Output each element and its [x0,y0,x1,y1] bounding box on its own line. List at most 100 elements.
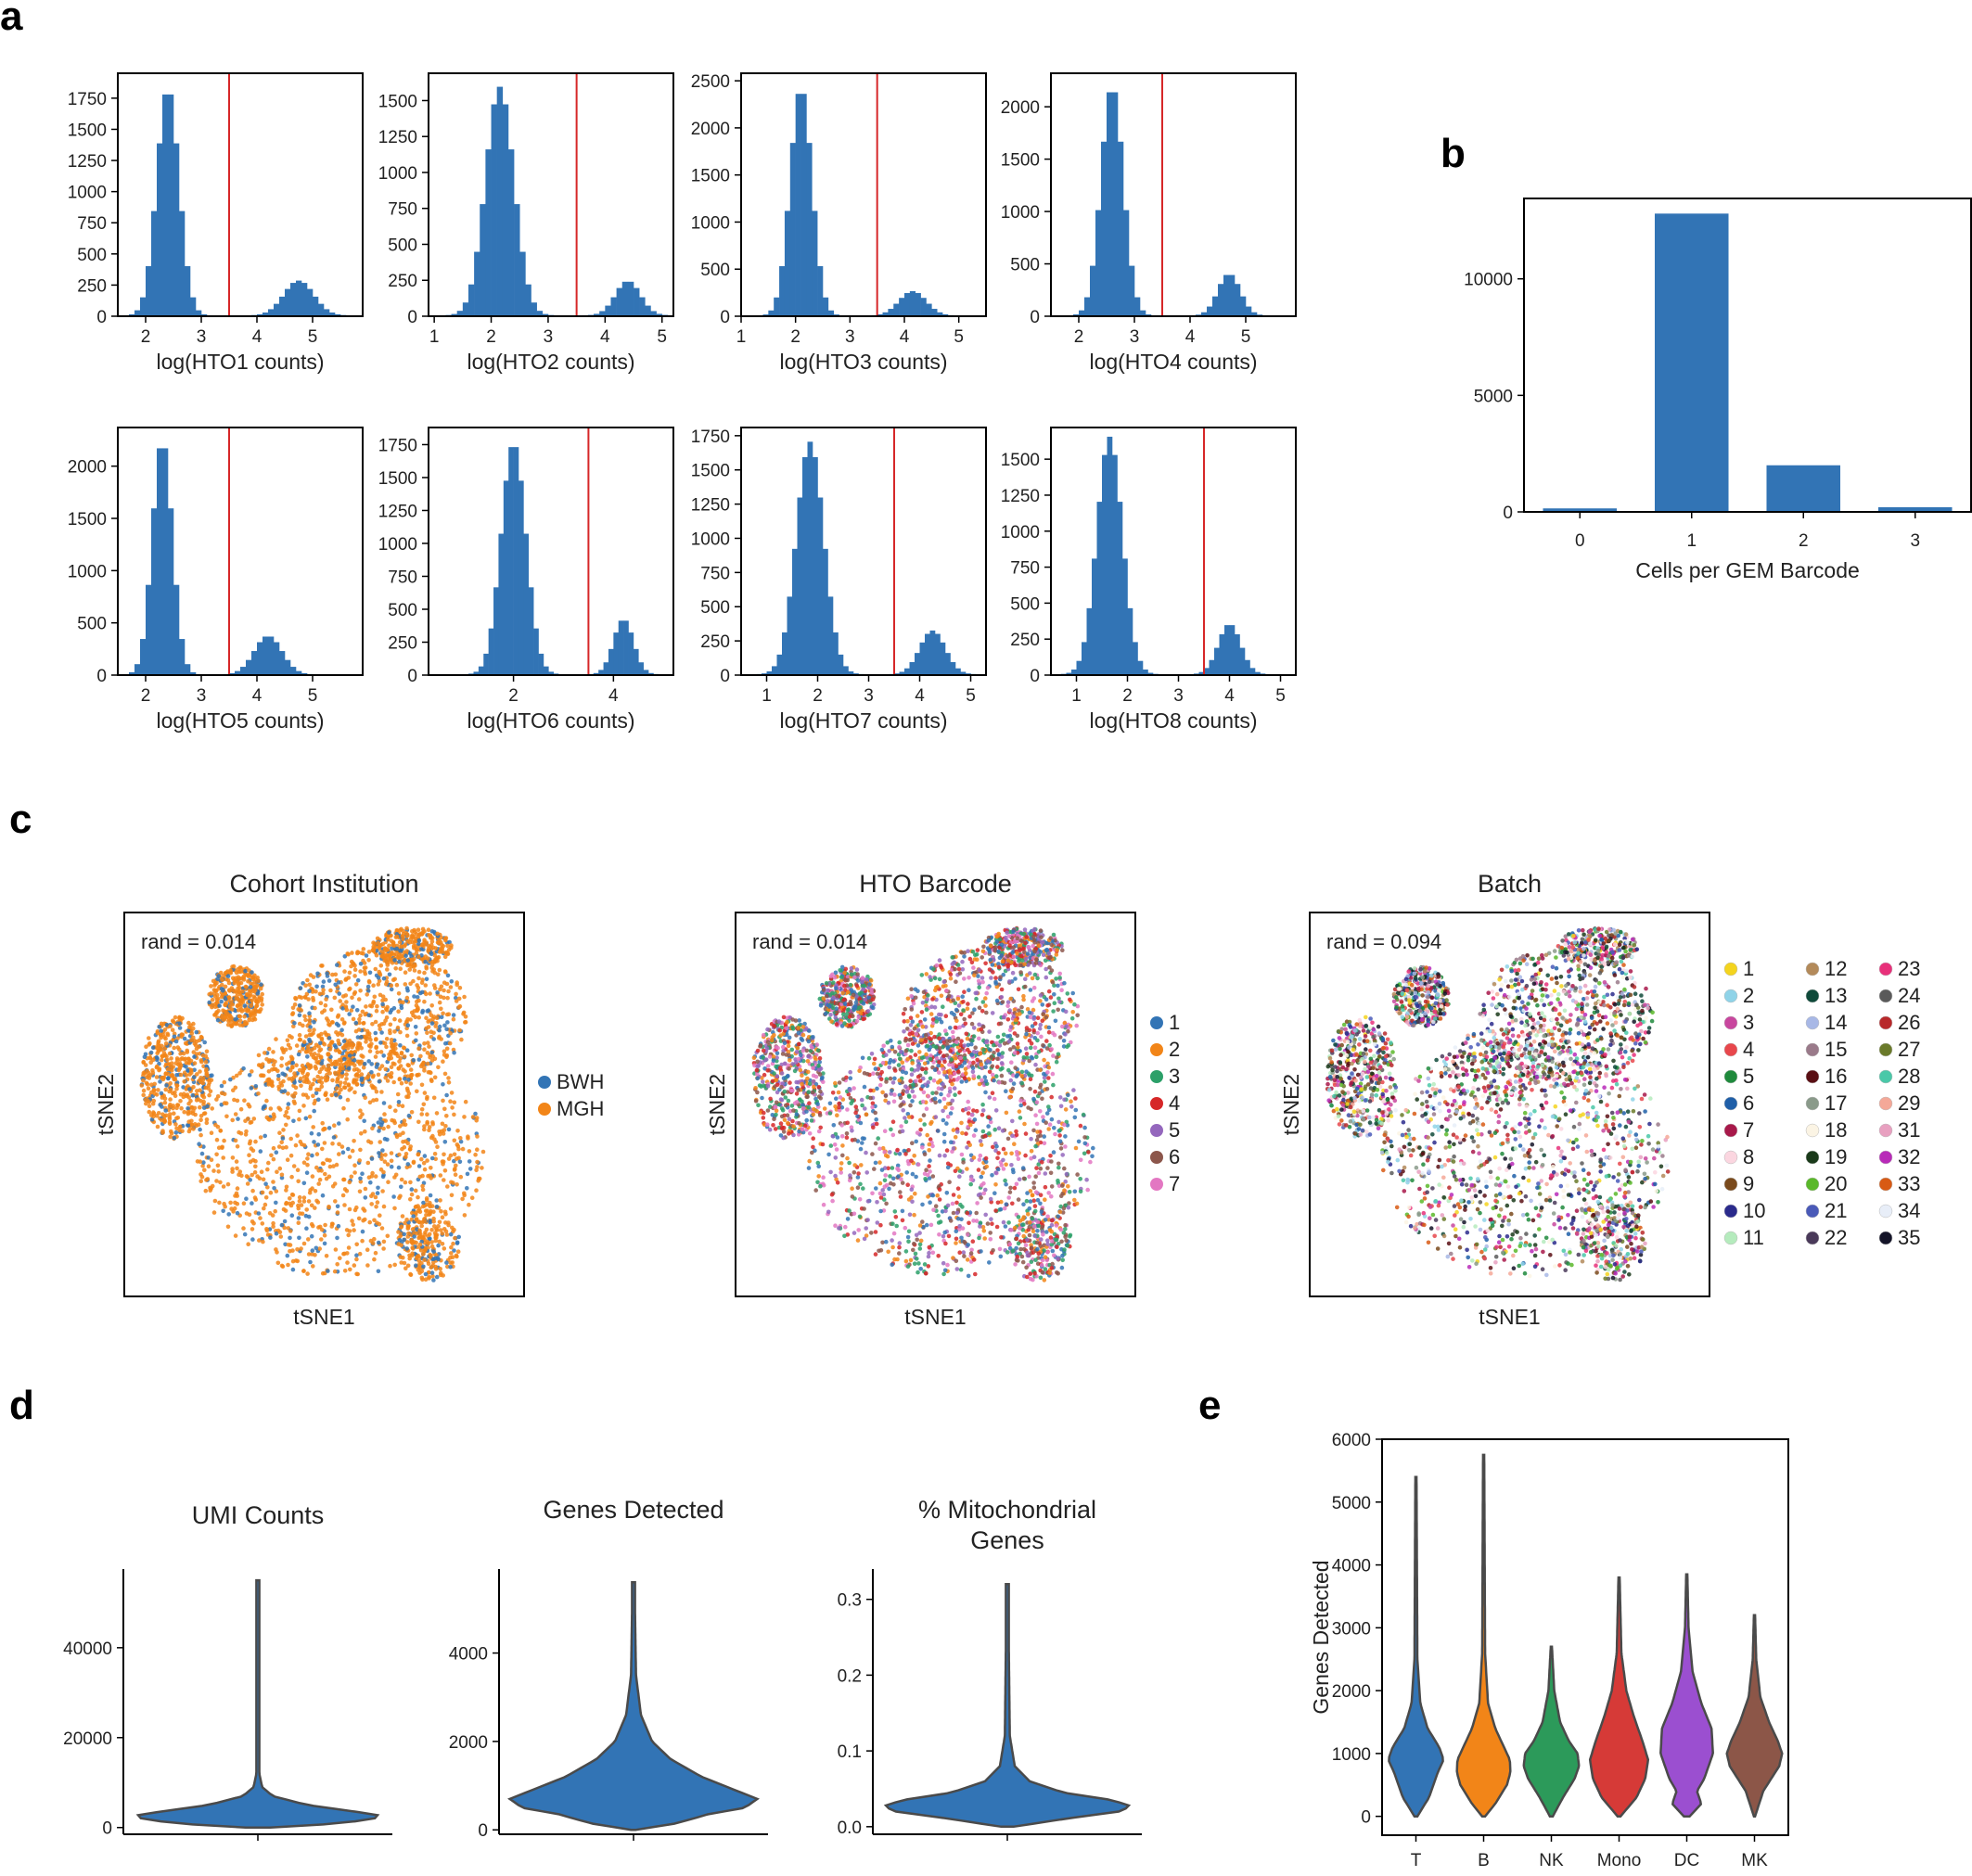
tsne-1-point [424,1015,429,1020]
tsne-1-point [275,1169,279,1174]
tsne-1-point [165,1066,171,1072]
hto5-bar [134,664,141,675]
tsne-1-point [214,1152,219,1157]
hto4-bar [1218,284,1224,316]
tsne-1-point [159,1028,163,1033]
tsne-1-point [301,1195,307,1200]
tsne-2-point [937,1099,942,1104]
tsne-1-point [422,1257,427,1262]
hto5-bar [235,670,241,675]
tsne-1-point [298,986,303,990]
hto4-bar [1095,210,1102,316]
tsne-1-point [270,1213,275,1218]
tsne-1-point [205,1073,210,1078]
tsne-1-point [301,1040,307,1044]
hto4-bar [1101,141,1108,316]
tsne-1-point [415,995,420,1000]
hto6-bar [483,653,489,675]
tsne-1-point [350,1148,355,1154]
tsne-1-point [355,977,361,983]
tsne-2-point [889,1127,893,1132]
tsne-1-point [150,1045,156,1050]
tsne-1-point [414,1204,418,1209]
tsne-1-point [219,1091,224,1096]
tsne-1-point [267,1117,272,1122]
tsne-1-point [352,1139,356,1143]
tsne-1-point [335,1262,340,1267]
tsne-1-point [399,1260,404,1265]
hto8-bar [1209,659,1215,675]
hto1-bar [307,288,314,316]
tsne-2-point [1052,1001,1057,1005]
tsne-1-point [288,1045,293,1051]
tsne-1-point [442,988,446,993]
tsne-1-point [416,927,421,932]
tsne-1-point [365,984,371,989]
tsne-1-point [363,971,368,976]
tsne-1-point [230,976,236,981]
tsne-1-point [342,1020,347,1025]
hto2-bar [542,313,549,316]
hto1-ytick-label: 750 [77,214,107,234]
tsne-1-point [442,995,446,1001]
hto1-bar [296,280,302,316]
tsne-1-point [293,1085,299,1091]
tsne-2-point [975,1201,980,1206]
tsne-1-point [184,1060,189,1066]
hto3-xtick-label: 3 [845,327,855,347]
tsne-2-point [852,1086,856,1091]
tsne-1-point [189,1031,195,1036]
hto5-bar [257,642,263,675]
tsne-1-point [422,1219,428,1223]
tsne-1-point [243,968,248,974]
tsne-1-point [363,1129,367,1134]
tsne-1-point [211,1210,217,1215]
tsne-1-point [455,1182,459,1187]
tsne-1-point [335,963,339,967]
tsne-1-point [174,1056,180,1061]
tsne-2-point [862,1236,867,1242]
tsne-1-point [344,1189,350,1193]
tsne-2-point [912,1027,917,1031]
tsne-1-point [209,984,213,989]
tsne-1-point [455,1142,460,1147]
hto6-bar [473,671,480,675]
tsne-1-point [391,942,395,948]
tsne-1-point [399,1184,403,1190]
tsne-1-point [246,1117,250,1121]
tsne-1-point [331,1135,337,1140]
tsne-1-point [358,1013,363,1018]
tsne-1-point [339,1074,344,1079]
tsne-1-point [441,1011,445,1016]
tsne-1-point [216,1008,221,1014]
tsne-1-point [158,1103,162,1107]
tsne-1-point [286,1105,290,1111]
tsne-1-point [378,971,382,976]
tsne-1-point [326,1063,331,1068]
tsne-1-point [349,1174,354,1180]
tsne-2-point [909,1048,914,1053]
tsne-2-point [931,1078,937,1083]
tsne-2-point [1048,995,1054,1000]
hto3-bar [774,297,780,316]
hto2-bar [616,287,623,316]
tsne-1-point [172,1045,176,1051]
tsne-1-point [307,1027,313,1033]
tsne-1-point [463,1020,467,1025]
tsne-1-point [288,1054,294,1060]
tsne-2-point [957,971,963,976]
tsne-1-point [264,1057,269,1062]
tsne-1-point [372,1257,377,1262]
tsne-1-point [373,1194,378,1200]
tsne-1-point [394,934,400,939]
tsne-1-point [336,1223,341,1229]
tsne-1-point [220,982,224,988]
tsne-1-point [198,1127,202,1132]
tsne-1-point [397,928,403,933]
hto1-bar [157,143,163,316]
hto2-bar [536,311,544,316]
tsne-1-point [374,952,379,958]
hto5-bar [162,448,169,675]
tsne-1-point [376,976,381,980]
tsne-1-point [364,1040,368,1044]
